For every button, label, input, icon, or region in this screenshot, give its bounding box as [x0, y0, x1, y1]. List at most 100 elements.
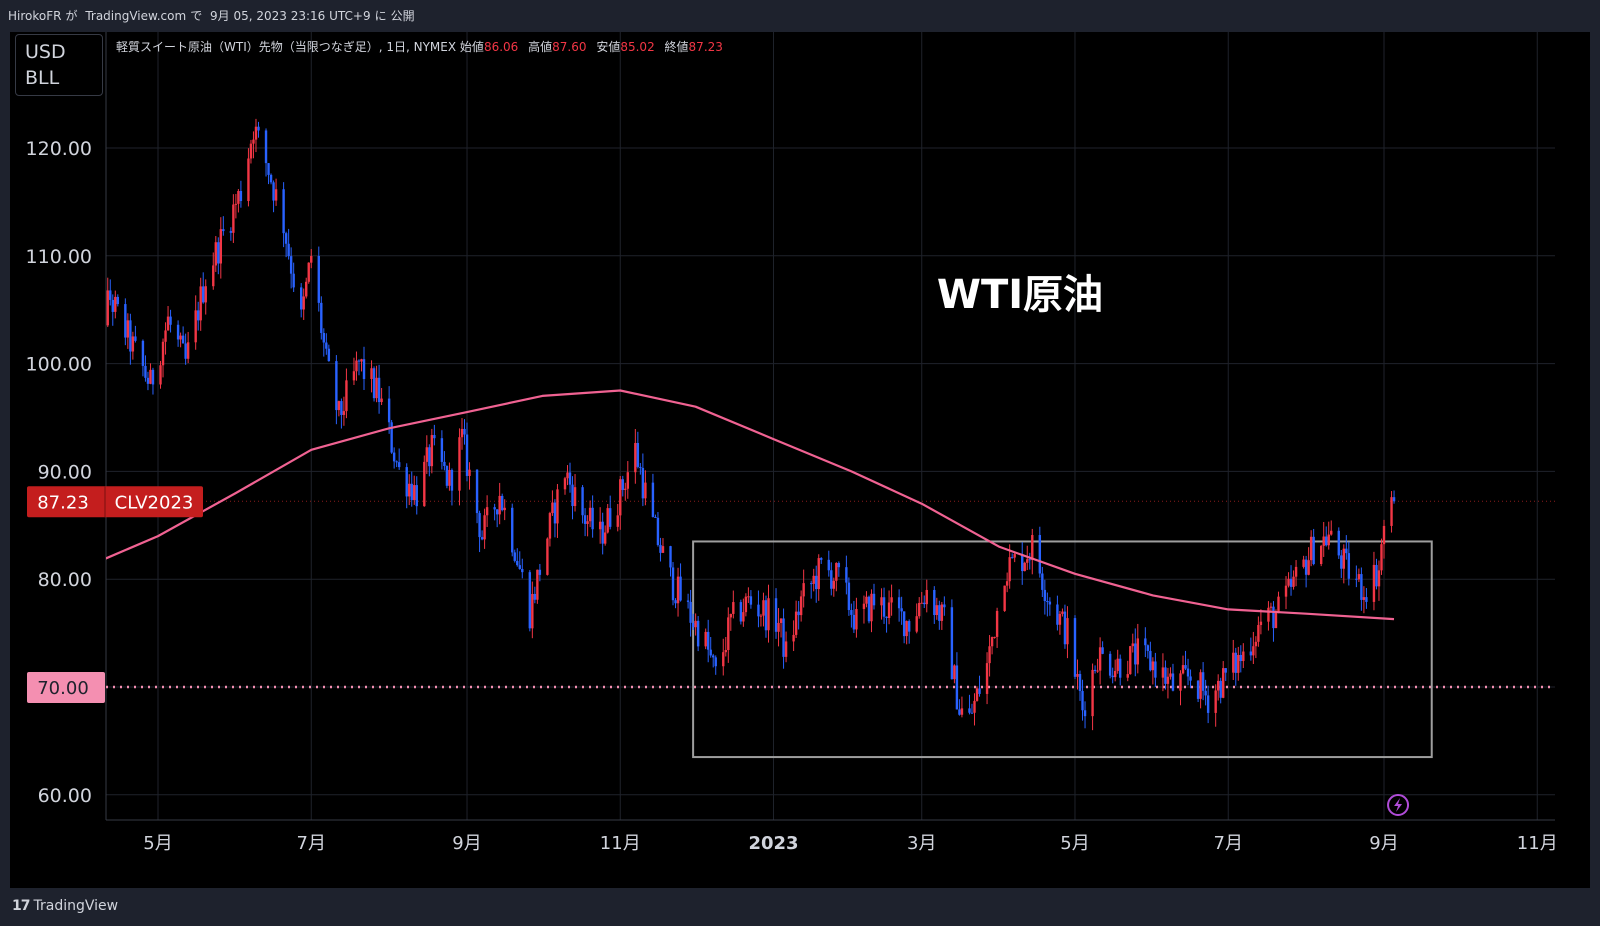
candle-down [443, 461, 446, 466]
candle-down [493, 507, 496, 510]
connector-ga: が [65, 9, 78, 23]
candle-up [483, 515, 486, 540]
x-tick-label: 9月 [452, 833, 481, 854]
candle-up [179, 335, 182, 340]
candle-down [1078, 673, 1082, 691]
candle-up [249, 143, 253, 159]
candle-down [134, 336, 137, 341]
candle-up [905, 621, 908, 637]
candle-up [1377, 570, 1381, 587]
candle-up [1330, 530, 1333, 535]
candle-up [661, 546, 665, 553]
x-tick-label: 7月 [297, 833, 326, 854]
candle-up [1061, 611, 1064, 614]
candle-down [292, 273, 295, 288]
level-price-value: 70.00 [37, 678, 89, 699]
candle-down [327, 348, 331, 362]
candle-down [553, 502, 557, 524]
candle-down [1337, 530, 1340, 556]
candle-down [1093, 669, 1097, 672]
candle-down [968, 708, 971, 713]
candle-down [1171, 673, 1175, 691]
candle-up [563, 478, 567, 490]
candle-down [651, 482, 655, 517]
candle-down [1249, 651, 1253, 656]
candle-up [423, 461, 426, 507]
candle-down [696, 620, 700, 647]
published-label: 公開 [390, 9, 415, 23]
candle-up [430, 435, 434, 467]
candle-down [1083, 710, 1087, 717]
candle-up [624, 488, 627, 490]
candle-up [1242, 651, 1245, 662]
candle-down [1224, 668, 1227, 673]
candle-up [1013, 554, 1016, 558]
candle-down [1134, 643, 1137, 665]
candle-up [1181, 665, 1185, 674]
candle-up [1216, 680, 1220, 691]
candle-up [985, 663, 989, 694]
candle-up [792, 634, 795, 642]
candle-down [518, 565, 521, 569]
candle-up [1287, 578, 1290, 586]
candle-down [217, 242, 220, 264]
candle-up [1179, 673, 1182, 691]
moving-average-line [106, 389, 1395, 621]
candle-up [1322, 536, 1325, 546]
candle-up [1292, 576, 1295, 587]
candle-up [762, 600, 765, 616]
candle-up [164, 330, 167, 342]
candle-down [513, 552, 516, 561]
candle-up [425, 447, 429, 462]
chart-frame[interactable] [10, 32, 1590, 888]
candle-up [704, 631, 707, 647]
candle-up [234, 203, 238, 205]
author-name[interactable]: HirokoFR [8, 9, 62, 23]
candle-down [1038, 535, 1042, 574]
candle-down [325, 342, 328, 349]
candle-up [862, 603, 866, 609]
candle-up [254, 126, 258, 140]
candle-up [458, 437, 461, 491]
candle-down [1046, 601, 1049, 603]
candle-down [317, 256, 320, 303]
candle-up [94, 327, 96, 368]
candle-up [777, 622, 780, 632]
candle-down [516, 560, 519, 566]
currency-box[interactable]: USD BLL [15, 34, 103, 96]
candle-up [1126, 674, 1129, 678]
candle-up [742, 612, 745, 622]
candle-down [867, 596, 871, 622]
level-price-tag [27, 672, 105, 703]
candle-up [887, 602, 891, 618]
candle-up [1380, 544, 1383, 571]
candle-down [289, 256, 293, 274]
x-tick-label: 11月 [600, 833, 641, 854]
candle-down [656, 517, 660, 545]
candle-down [320, 302, 323, 333]
candle-down [852, 614, 856, 630]
x-tick-label: 11月 [1517, 833, 1558, 854]
candle-down [1186, 668, 1190, 677]
candle-up [380, 398, 383, 403]
candle-down [415, 485, 418, 507]
candle-up [468, 469, 471, 476]
candle-down [300, 287, 303, 310]
site-name[interactable]: TradingView.com [85, 9, 187, 23]
low-label: 安値 [596, 40, 621, 54]
high-label: 高値 [528, 40, 553, 54]
symbol-legend[interactable]: 軽質スイート原油（WTI）先物（当限つなぎ足）, 1日, NYMEX 始値86.… [116, 38, 729, 55]
candle-down [109, 290, 112, 300]
candle-up [1307, 560, 1310, 575]
candle-up [1232, 652, 1235, 673]
candle-up [305, 281, 308, 297]
candle-down [686, 600, 690, 602]
candle-down [706, 631, 710, 650]
candle-down [1010, 557, 1014, 559]
candle-up [97, 310, 99, 327]
tradingview-logo[interactable]: 17 TradingView [12, 898, 118, 914]
candle-down [372, 368, 376, 399]
candle-down [978, 688, 981, 694]
candle-up [566, 472, 569, 479]
